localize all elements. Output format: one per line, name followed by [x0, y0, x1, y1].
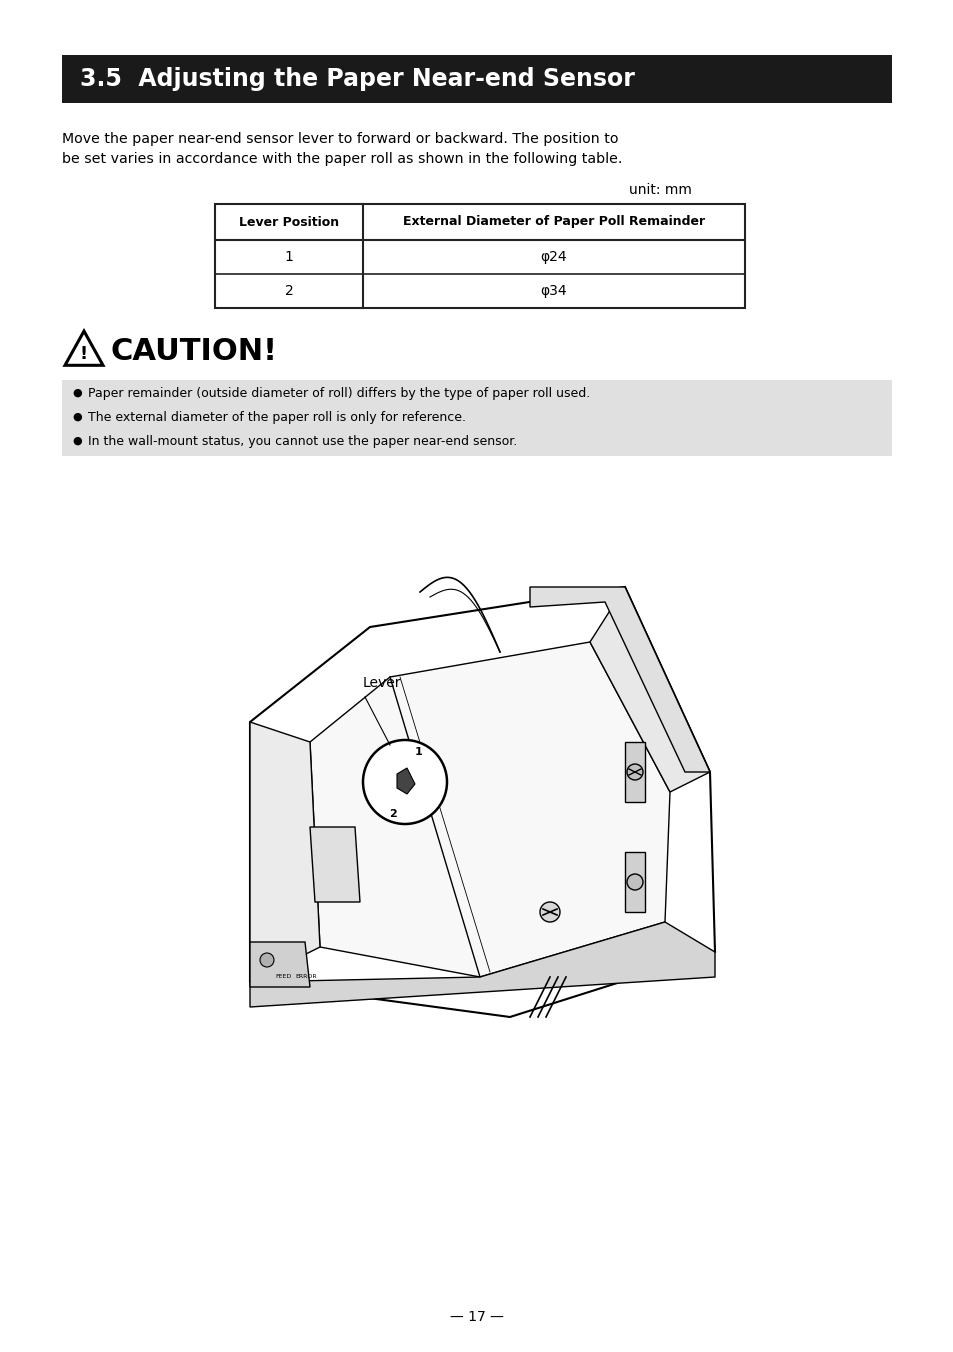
Text: Paper remainder (outside diameter of roll) differs by the type of paper roll use: Paper remainder (outside diameter of rol… [88, 387, 590, 399]
Text: CAUTION!: CAUTION! [111, 338, 277, 366]
Text: ●: ● [71, 412, 82, 422]
Polygon shape [250, 587, 714, 1017]
Circle shape [626, 873, 642, 890]
Text: External Diameter of Paper Poll Remainder: External Diameter of Paper Poll Remainde… [402, 215, 704, 228]
Circle shape [260, 953, 274, 967]
Text: FEED: FEED [274, 975, 291, 979]
Text: ERROR: ERROR [294, 975, 316, 979]
Text: 1: 1 [284, 250, 294, 264]
Text: φ24: φ24 [540, 250, 567, 264]
Text: unit: mm: unit: mm [628, 183, 691, 197]
Text: be set varies in accordance with the paper roll as shown in the following table.: be set varies in accordance with the pap… [62, 151, 621, 166]
Circle shape [363, 740, 447, 823]
Text: φ34: φ34 [540, 284, 567, 297]
Text: 3.5  Adjusting the Paper Near-end Sensor: 3.5 Adjusting the Paper Near-end Sensor [80, 68, 634, 91]
Polygon shape [310, 827, 359, 902]
Polygon shape [589, 587, 709, 792]
Text: Lever: Lever [363, 676, 401, 690]
Polygon shape [250, 722, 319, 982]
Text: Lever Position: Lever Position [238, 215, 338, 228]
Text: 2: 2 [389, 808, 396, 819]
Text: The external diameter of the paper roll is only for reference.: The external diameter of the paper roll … [88, 411, 465, 423]
Polygon shape [530, 587, 709, 772]
Polygon shape [396, 768, 415, 794]
Bar [62, 55, 891, 103]
Bar [214, 204, 744, 308]
Circle shape [539, 902, 559, 922]
Text: 2: 2 [284, 284, 294, 297]
Text: ●: ● [71, 388, 82, 397]
Polygon shape [65, 331, 103, 365]
Text: ●: ● [71, 435, 82, 446]
Polygon shape [250, 942, 310, 987]
Text: — 17 —: — 17 — [450, 1310, 503, 1324]
Text: !: ! [80, 345, 88, 362]
Text: 1: 1 [415, 748, 422, 757]
Bar [62, 380, 891, 456]
Circle shape [626, 764, 642, 780]
Polygon shape [624, 742, 644, 802]
Polygon shape [624, 852, 644, 913]
Polygon shape [310, 642, 669, 977]
Text: In the wall-mount status, you cannot use the paper near-end sensor.: In the wall-mount status, you cannot use… [88, 434, 517, 448]
Text: Move the paper near-end sensor lever to forward or backward. The position to: Move the paper near-end sensor lever to … [62, 132, 618, 146]
Polygon shape [250, 922, 714, 1007]
